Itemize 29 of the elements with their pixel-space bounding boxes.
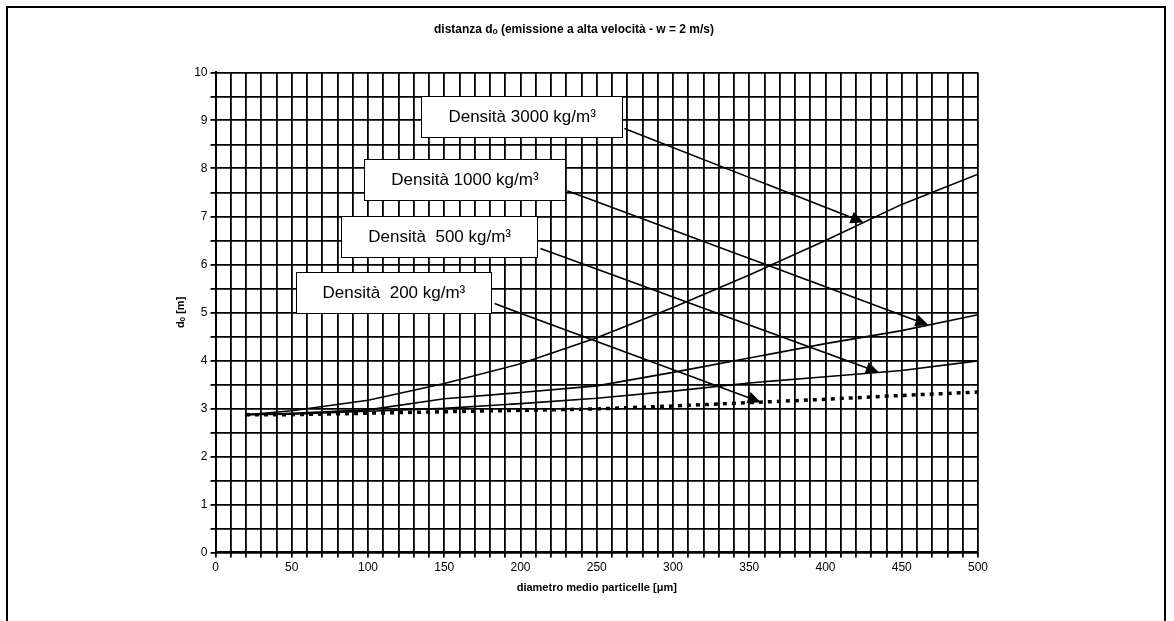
text: Densità 1000 kg/m³	[364, 158, 566, 201]
x-tick-label: 50	[285, 559, 299, 574]
y-tick-label: 9	[200, 112, 208, 127]
y-tick-label: 1	[200, 496, 208, 511]
chart-title: distanza dₒ (emissione a alta velocità - w = 2 m/s)	[433, 21, 715, 36]
x-tick-label: 250	[586, 559, 608, 574]
y-tick-label: 2	[200, 448, 208, 463]
x-tick-label: 500	[967, 559, 989, 574]
y-tick-label: 8	[200, 160, 208, 175]
y-tick-label: 3	[200, 400, 208, 415]
x-tick-label: 400	[815, 559, 836, 574]
x-tick-label: 150	[434, 559, 455, 574]
x-tick-label: 350	[739, 559, 760, 574]
x-tick-label: 450	[891, 559, 913, 574]
text: Densità 3000 kg/m³	[421, 96, 623, 139]
y-tick-label: 10	[194, 64, 208, 79]
text: Densità 200 kg/m³	[295, 271, 493, 314]
y-axis-title: dₒ [m]	[173, 296, 186, 329]
x-tick-label: 0	[212, 559, 220, 574]
x-tick-label: 100	[358, 559, 379, 574]
text: Densità 500 kg/m³	[341, 216, 539, 259]
y-tick-label: 6	[200, 256, 208, 271]
y-tick-label: 5	[200, 304, 208, 319]
x-tick-label: 200	[510, 559, 531, 574]
y-tick-label: 7	[200, 208, 208, 223]
x-tick-label: 300	[663, 559, 684, 574]
x-axis-title: diametro medio particelle [μm]	[516, 581, 678, 594]
y-tick-label: 0	[200, 544, 208, 559]
y-tick-label: 4	[200, 352, 208, 367]
